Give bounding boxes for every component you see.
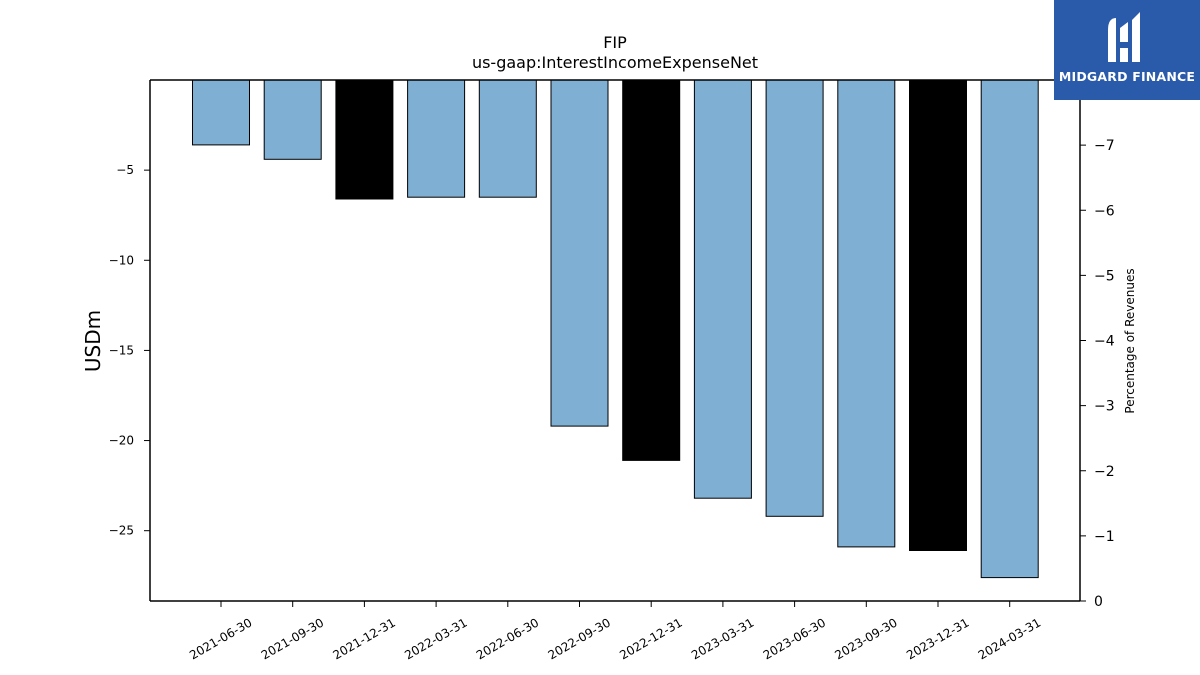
y-tick-label: −25 [109, 524, 134, 538]
y-axis-label-right: Percentage of Revenues [1123, 268, 1137, 413]
x-tick-label: 2022-09-30 [546, 615, 613, 662]
bar-2023-06-30 [765, 79, 824, 517]
bar-2023-09-30 [837, 79, 896, 548]
x-tick-label: 2023-06-30 [761, 615, 828, 662]
x-tick-label: 2021-12-31 [330, 615, 397, 662]
bar-2023-12-31 [909, 79, 967, 551]
y-right-tick-label: 0 [1094, 594, 1103, 610]
x-tick-label: 2022-06-30 [474, 615, 541, 662]
y-right-tick-label: −6 [1094, 203, 1115, 219]
bar-2021-09-30 [263, 79, 322, 160]
y-tick-label: −15 [109, 343, 134, 357]
x-tick-label: 2022-03-31 [402, 615, 469, 662]
bar-2022-12-31 [622, 79, 681, 461]
x-tick-label: 2023-03-31 [689, 615, 756, 662]
y-axis-label: USDm [81, 310, 105, 372]
x-tick-label: 2023-09-30 [832, 615, 899, 662]
bar-2022-03-31 [407, 79, 466, 198]
chart-subtitle: us-gaap:InterestIncomeExpenseNet [472, 53, 758, 72]
y-right-tick-label: −7 [1094, 138, 1115, 154]
y-right-tick-label: −5 [1094, 268, 1115, 284]
bar-2024-03-31 [980, 79, 1039, 579]
brand-logo: MIDGARD FINANCE [1054, 0, 1200, 100]
x-tick-label: 2024-03-31 [976, 615, 1043, 662]
bars-group [192, 79, 1039, 579]
bar-2021-06-30 [192, 79, 250, 146]
y-right-tick-label: −4 [1094, 334, 1115, 350]
y-tick-label: −5 [116, 163, 134, 177]
chart-title: FIP [603, 33, 627, 52]
x-tick-label: 2021-09-30 [259, 615, 326, 662]
bar-2023-03-31 [693, 79, 752, 499]
y-tick-label: −10 [109, 253, 134, 267]
logo-text: MIDGARD FINANCE [1058, 69, 1196, 84]
x-tick-label: 2022-12-31 [617, 615, 684, 662]
y-tick-label: −20 [109, 434, 134, 448]
logo-mark-icon [1108, 12, 1140, 62]
x-tick-label: 2021-06-30 [187, 615, 254, 662]
y-right-tick-label: −2 [1094, 464, 1115, 480]
bar-2021-12-31 [335, 79, 394, 200]
x-tick-label: 2023-12-31 [904, 615, 971, 662]
y-right-tick-label: −1 [1094, 529, 1115, 545]
y-right-tick-label: −3 [1094, 399, 1115, 415]
bar-2022-06-30 [478, 79, 537, 198]
bar-2022-09-30 [550, 79, 609, 427]
